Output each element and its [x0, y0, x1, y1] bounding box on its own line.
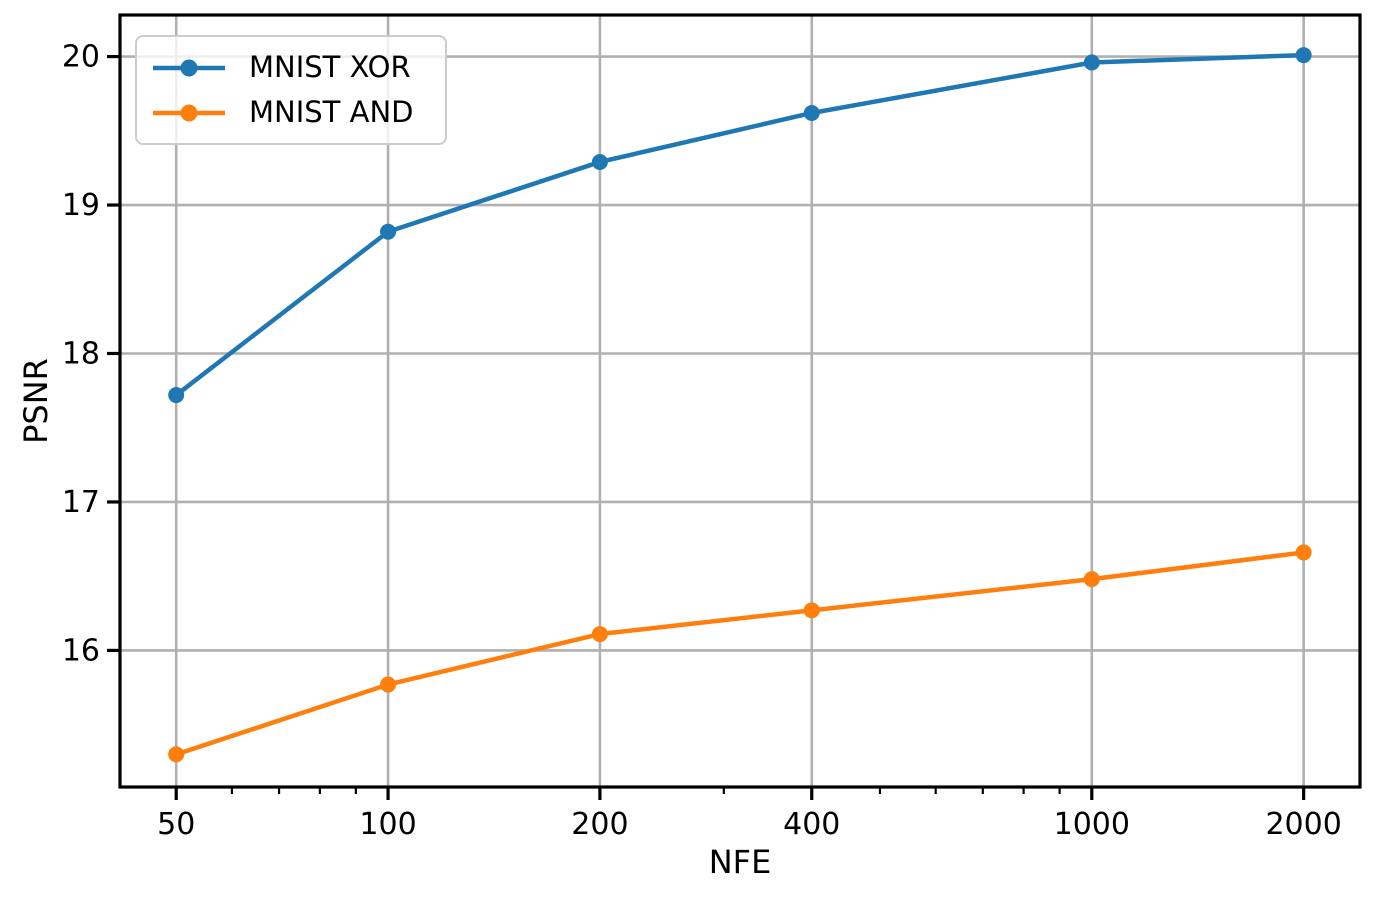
- x-tick-label: 400: [783, 807, 840, 842]
- x-tick-label: 1000: [1054, 807, 1130, 842]
- data-point-0: [591, 153, 608, 170]
- legend-label-mnist-and: MNIST AND: [249, 95, 414, 129]
- legend-item-mnist-xor: MNIST XOR: [151, 46, 431, 90]
- data-point-1: [1083, 571, 1100, 588]
- legend-item-mnist-and: MNIST AND: [151, 91, 431, 135]
- x-tick-label: 100: [359, 807, 416, 842]
- data-point-0: [803, 104, 820, 121]
- y-tick-label: 16: [62, 633, 100, 668]
- series-line-1: [173, 550, 1306, 757]
- data-point-1: [1295, 544, 1312, 561]
- data-point-0: [380, 223, 397, 240]
- legend-line-marker-icon: [153, 104, 225, 121]
- data-point-1: [591, 626, 608, 643]
- data-point-0: [1295, 47, 1312, 64]
- series-line-0: [173, 52, 1306, 398]
- x-axis-label: NFE: [708, 843, 772, 881]
- data-point-1: [168, 746, 185, 763]
- y-tick-label: 20: [62, 40, 100, 75]
- x-tick-label: 2000: [1265, 807, 1341, 842]
- legend-label-mnist-xor: MNIST XOR: [249, 50, 411, 84]
- data-point-1: [380, 676, 397, 693]
- y-tick-label: 18: [62, 336, 100, 371]
- y-tick-label: 17: [62, 485, 100, 520]
- data-point-1: [803, 602, 820, 619]
- plot-border: [118, 13, 1362, 789]
- y-tick-label: 19: [62, 188, 100, 223]
- data-point-0: [168, 387, 185, 404]
- data-point-0: [1083, 54, 1100, 71]
- legend-line-marker-icon: [153, 59, 225, 76]
- x-tick-label: 50: [157, 807, 195, 842]
- x-tick-label: 200: [571, 807, 628, 842]
- legend: MNIST XOR MNIST AND: [135, 35, 447, 145]
- y-axis-label: PSNR: [17, 358, 55, 444]
